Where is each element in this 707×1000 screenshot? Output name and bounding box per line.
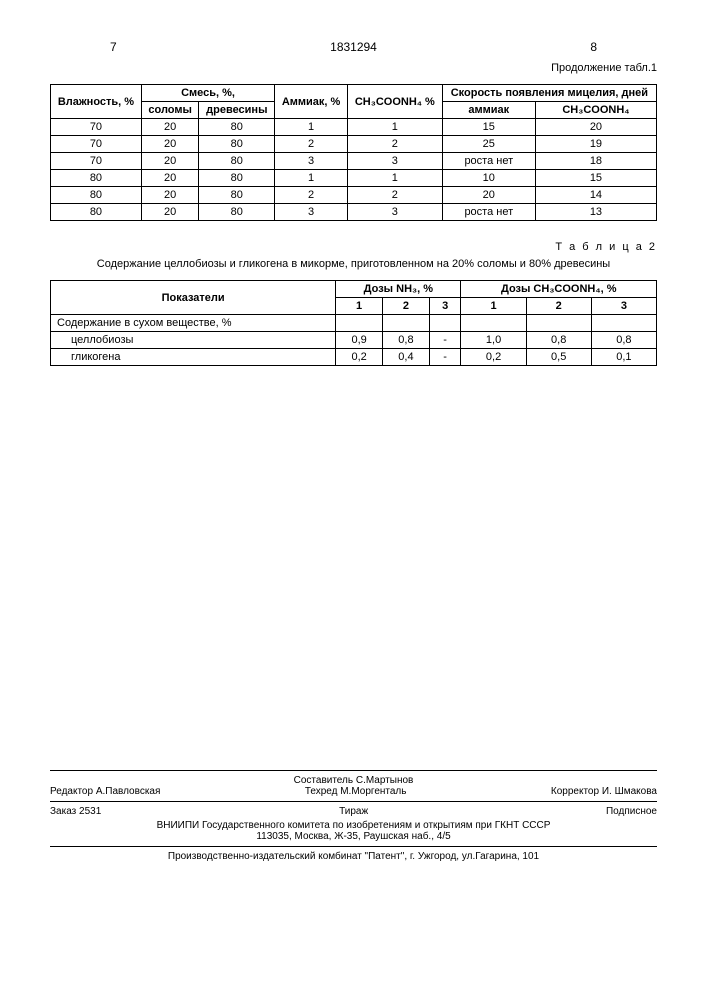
table-2: Показатели Дозы NH₃, % Дозы CH₃COONH₄, %… bbox=[50, 280, 657, 366]
th-wood: древесины bbox=[199, 102, 275, 119]
table2-title: Т а б л и ц а 2 bbox=[50, 241, 657, 253]
address: 113035, Москва, Ж-35, Раушская наб., 4/5 bbox=[50, 831, 657, 842]
page-right: 8 bbox=[590, 40, 597, 54]
table-row: 802080111015 bbox=[51, 170, 657, 187]
th-ch3: CH₃COONH₄ % bbox=[347, 85, 442, 119]
order: Заказ 2531 bbox=[50, 806, 101, 817]
circulation: Тираж bbox=[339, 806, 368, 817]
subscription: Подписное bbox=[606, 806, 657, 817]
doc-number: 1831294 bbox=[330, 40, 377, 54]
glycogen-label: гликогена bbox=[51, 349, 336, 366]
table-1: Влажность, % Смесь, %, Аммиак, % CH₃COON… bbox=[50, 84, 657, 221]
table-row: 70208033роста нет18 bbox=[51, 153, 657, 170]
th-rate-ammonia: аммиак bbox=[442, 102, 535, 119]
th-ch3-2: Дозы CH₃COONH₄, % bbox=[461, 281, 657, 298]
publisher: Производственно-издательский комбинат "П… bbox=[50, 851, 657, 862]
table-row: Содержание в сухом веществе, % bbox=[51, 315, 657, 332]
footer: Составитель С.Мартынов Редактор А.Павлов… bbox=[50, 770, 657, 862]
table-row: 802080222014 bbox=[51, 187, 657, 204]
org: ВНИИПИ Государственного комитета по изоб… bbox=[50, 820, 657, 831]
th-straw: соломы bbox=[141, 102, 199, 119]
compiler: Составитель С.Мартынов bbox=[50, 775, 657, 786]
editor: Редактор А.Павловская bbox=[50, 786, 160, 797]
table-row: гликогена 0,2 0,4 - 0,2 0,5 0,1 bbox=[51, 349, 657, 366]
th-indicators: Показатели bbox=[51, 281, 336, 315]
th-humidity: Влажность, % bbox=[51, 85, 142, 119]
cellobiose-label: целлобиозы bbox=[51, 332, 336, 349]
continuation-label: Продолжение табл.1 bbox=[50, 62, 657, 74]
th-ammonia: Аммиак, % bbox=[275, 85, 348, 119]
row-header: Содержание в сухом веществе, % bbox=[51, 315, 336, 332]
corrector: Корректор И. Шмакова bbox=[551, 786, 657, 797]
th-mixture: Смесь, %, bbox=[141, 85, 274, 102]
page-left: 7 bbox=[110, 40, 117, 54]
techred: Техред М.Моргенталь bbox=[305, 786, 407, 797]
table2-caption: Содержание целлобиозы и гликогена в мико… bbox=[50, 258, 657, 270]
th-rate-ch3: CH₃COONH₄ bbox=[535, 102, 656, 119]
th-nh3: Дозы NH₃, % bbox=[336, 281, 461, 298]
table-row: 702080222519 bbox=[51, 136, 657, 153]
table-row: целлобиозы 0,9 0,8 - 1,0 0,8 0,8 bbox=[51, 332, 657, 349]
th-rate: Скорость появления мицелия, дней bbox=[442, 85, 656, 102]
table-row: 80208033роста нет13 bbox=[51, 204, 657, 221]
table-row: 702080111520 bbox=[51, 119, 657, 136]
